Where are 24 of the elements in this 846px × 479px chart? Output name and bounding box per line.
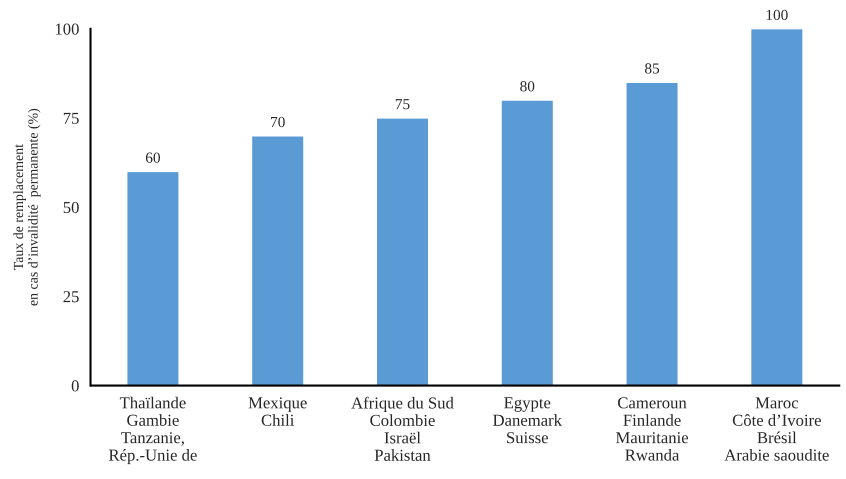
bar [750, 28, 804, 386]
data-label: 70 [271, 116, 285, 128]
bar [500, 99, 554, 386]
data-label: 100 [766, 10, 788, 20]
x-tick-label: Cameroun Finlande Mauritanie Rwanda [616, 397, 688, 461]
bar [126, 170, 180, 386]
y-tick-label: 100 [56, 23, 79, 35]
y-tick-label: 25 [63, 291, 79, 302]
y-tick-label: 75 [64, 112, 79, 124]
data-label: 85 [645, 63, 660, 74]
y-tick-label: 50 [64, 202, 79, 214]
bar [250, 135, 305, 386]
y-tick-label: 0 [72, 380, 79, 392]
data-label: 80 [520, 81, 534, 92]
data-label: 75 [396, 99, 410, 110]
x-tick-label: Afrique du Sud Colombie Israël Pakistan [351, 396, 454, 461]
x-tick-label: Thaïlande Gambie Tanzanie, Rép.-Unie de [108, 396, 197, 464]
x-tick-label: Mexique Chili [248, 397, 307, 426]
bar [376, 117, 430, 386]
bar [625, 82, 679, 386]
x-tick-label: Maroc Côte d’Ivoire Brésil Arabie saoudite [724, 397, 829, 461]
x-tick-label: Egypte Danemark Suisse [493, 397, 562, 444]
data-label: 60 [146, 152, 160, 163]
y-axis-title: Taux de remplacement en cas d’invalidité permanente (%) [13, 108, 41, 306]
